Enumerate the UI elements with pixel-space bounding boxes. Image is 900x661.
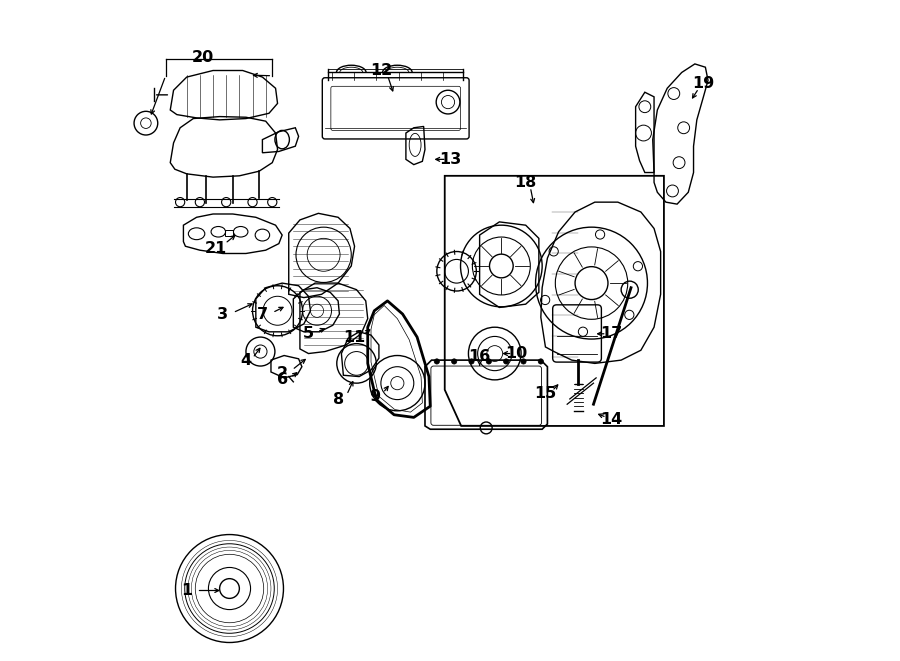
Text: 21: 21 bbox=[205, 241, 228, 256]
Text: 1: 1 bbox=[181, 583, 193, 598]
Circle shape bbox=[521, 359, 526, 364]
Text: 3: 3 bbox=[218, 307, 229, 321]
Text: 5: 5 bbox=[303, 327, 314, 341]
Circle shape bbox=[452, 359, 457, 364]
Text: 14: 14 bbox=[600, 412, 623, 427]
Text: 19: 19 bbox=[692, 76, 715, 91]
Circle shape bbox=[538, 359, 544, 364]
Text: 12: 12 bbox=[370, 63, 392, 78]
Circle shape bbox=[486, 359, 491, 364]
Circle shape bbox=[469, 359, 474, 364]
Text: 16: 16 bbox=[469, 349, 491, 364]
Text: 2: 2 bbox=[276, 366, 288, 381]
Text: 17: 17 bbox=[600, 327, 623, 341]
Text: 10: 10 bbox=[505, 346, 526, 361]
Text: 13: 13 bbox=[439, 152, 461, 167]
Text: 15: 15 bbox=[535, 385, 556, 401]
Text: 6: 6 bbox=[276, 372, 288, 387]
Text: 4: 4 bbox=[240, 352, 251, 368]
Text: 7: 7 bbox=[256, 307, 268, 321]
Circle shape bbox=[503, 359, 508, 364]
Text: 9: 9 bbox=[369, 389, 380, 404]
Text: 20: 20 bbox=[192, 50, 214, 65]
Text: 8: 8 bbox=[332, 392, 344, 407]
Text: 11: 11 bbox=[344, 330, 365, 344]
Circle shape bbox=[434, 359, 439, 364]
Text: 18: 18 bbox=[515, 175, 536, 190]
